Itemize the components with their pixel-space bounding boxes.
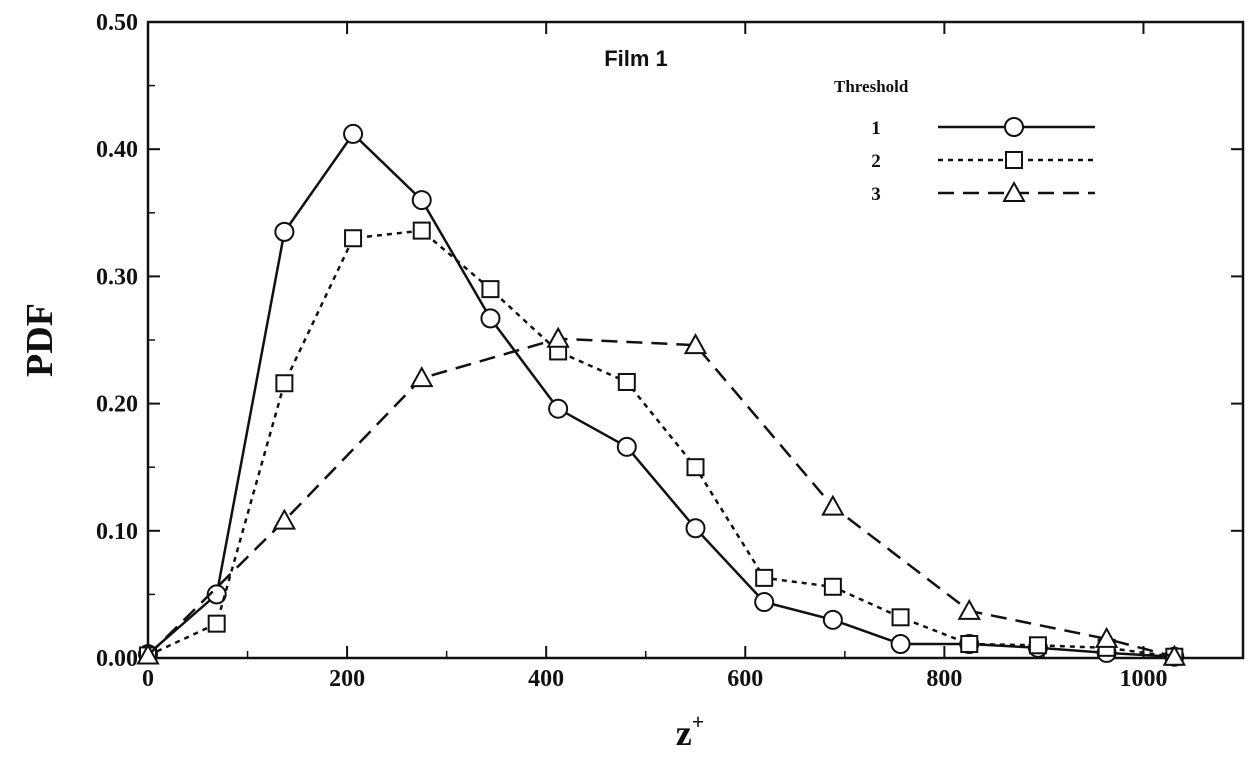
data-point-circle — [206, 584, 227, 605]
y-tick-label: 0.50 — [96, 10, 138, 36]
x-tick-label: 400 — [528, 666, 564, 692]
data-point-square — [207, 614, 226, 633]
series-2 — [139, 221, 1184, 666]
data-point-triangle — [136, 643, 160, 665]
legend-marker-circle — [1004, 117, 1024, 137]
y-axis-title: PDF — [19, 303, 61, 377]
data-point-square — [344, 229, 363, 248]
x-axis-title: z+ — [676, 709, 705, 753]
y-tick-label: 0.10 — [96, 519, 138, 545]
series-1 — [138, 123, 1185, 667]
data-point-square — [617, 372, 636, 391]
data-point-square — [275, 374, 294, 393]
legend-title: Threshold — [834, 77, 909, 96]
legend-marker-square — [1005, 151, 1023, 169]
legend-label: 2 — [871, 151, 881, 172]
data-point-square — [960, 635, 979, 654]
data-point-triangle — [1094, 626, 1119, 648]
data-point-circle — [616, 436, 637, 457]
data-point-square — [481, 280, 500, 299]
data-point-triangle — [683, 333, 708, 355]
data-point-circle — [480, 308, 501, 329]
data-point-circle — [411, 190, 432, 211]
data-point-triangle — [546, 326, 570, 348]
data-point-triangle — [821, 494, 845, 516]
series-3 — [136, 326, 1187, 666]
chart-title: Film 1 — [604, 46, 668, 71]
data-point-circle — [343, 123, 364, 144]
x-tick-label: 1000 — [1119, 666, 1167, 692]
x-axis-title-superscript: + — [692, 709, 705, 734]
x-tick-label: 800 — [926, 666, 962, 692]
data-point-square — [686, 458, 705, 477]
legend-marker-triangle — [1002, 180, 1026, 202]
y-tick-label: 0.40 — [96, 137, 138, 163]
legend-label: 1 — [871, 118, 881, 139]
data-point-square — [755, 568, 774, 587]
x-tick-label: 0 — [142, 666, 154, 692]
data-point-triangle — [957, 598, 981, 620]
data-point-circle — [822, 609, 843, 630]
y-tick-label: 0.20 — [96, 392, 138, 418]
x-tick-label: 200 — [329, 666, 365, 692]
y-tick-label: 0.30 — [96, 264, 138, 290]
data-point-circle — [685, 518, 706, 539]
x-axis-title-main: z — [676, 713, 692, 753]
data-point-triangle — [410, 366, 434, 388]
series-line-1 — [147, 131, 1175, 658]
y-tick-label: 0.00 — [96, 646, 138, 672]
legend-label: 3 — [871, 184, 881, 205]
series-line-2 — [147, 229, 1175, 658]
data-point-circle — [754, 592, 775, 613]
data-point-circle — [890, 634, 911, 655]
data-point-circle — [548, 398, 569, 419]
series-line-3 — [147, 337, 1175, 658]
x-tick-label: 600 — [727, 666, 763, 692]
data-point-square — [891, 608, 910, 627]
data-point-square — [412, 221, 431, 240]
data-point-square — [1028, 636, 1047, 655]
data-point-circle — [274, 221, 295, 242]
data-point-triangle — [1162, 644, 1187, 666]
data-point-square — [823, 577, 842, 596]
data-point-triangle — [272, 508, 297, 530]
